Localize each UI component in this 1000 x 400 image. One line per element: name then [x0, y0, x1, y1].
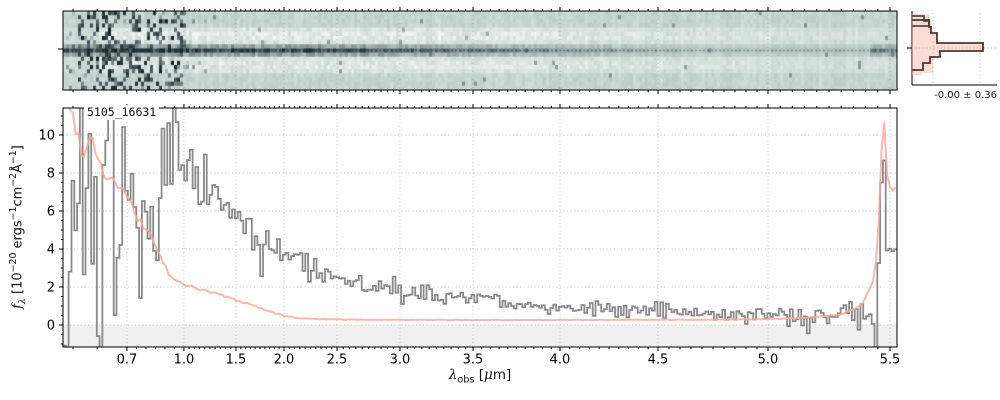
- x-axis-label: λobs [μm]: [448, 367, 512, 386]
- x-tick-label: 3.5: [463, 353, 484, 368]
- x-tick-label: 1.5: [226, 353, 247, 368]
- flux-spectrum-path: [63, 108, 897, 347]
- spectrum-2d-frame: [62, 10, 898, 91]
- hist-outline: [912, 19, 984, 71]
- x-tick-label: 5.0: [758, 353, 779, 368]
- y-tick-label: 6: [47, 205, 55, 220]
- histogram-stats-label: -0.00 ± 0.36: [934, 90, 997, 101]
- lambda-symbol: λ: [448, 367, 458, 383]
- mu-symbol: μ: [484, 367, 493, 383]
- error-spectrum-path: [68, 108, 897, 322]
- x-tick-label: 1.0: [174, 353, 195, 368]
- obs-subscript: obs: [457, 374, 475, 386]
- x-tick-label: 4.5: [648, 353, 669, 368]
- y-tick-label: 8: [47, 167, 55, 182]
- object-id-label: 5105_16631: [84, 105, 160, 120]
- x-tick-label: 2.0: [274, 353, 295, 368]
- below-zero-shading: [63, 325, 897, 347]
- x-tick-label: 2.5: [327, 353, 348, 368]
- x-tick-label: 0.7: [117, 353, 138, 368]
- y-tick-label: 10: [38, 129, 55, 144]
- y-tick-label: 0: [47, 319, 55, 334]
- x-tick-label: 4.0: [550, 353, 571, 368]
- y-tick-label: 4: [47, 243, 55, 258]
- main-plot-frame: [62, 107, 898, 348]
- x-tick-label: 5.5: [880, 353, 901, 368]
- x-tick-label: 3.0: [390, 353, 411, 368]
- y-tick-label: 2: [47, 281, 55, 296]
- y-axis-label: fλ [10−20 ergs−1cm−2Å−1]: [8, 145, 28, 309]
- hist-dark-step: [912, 15, 930, 27]
- spectrum-2d-image: [63, 11, 897, 90]
